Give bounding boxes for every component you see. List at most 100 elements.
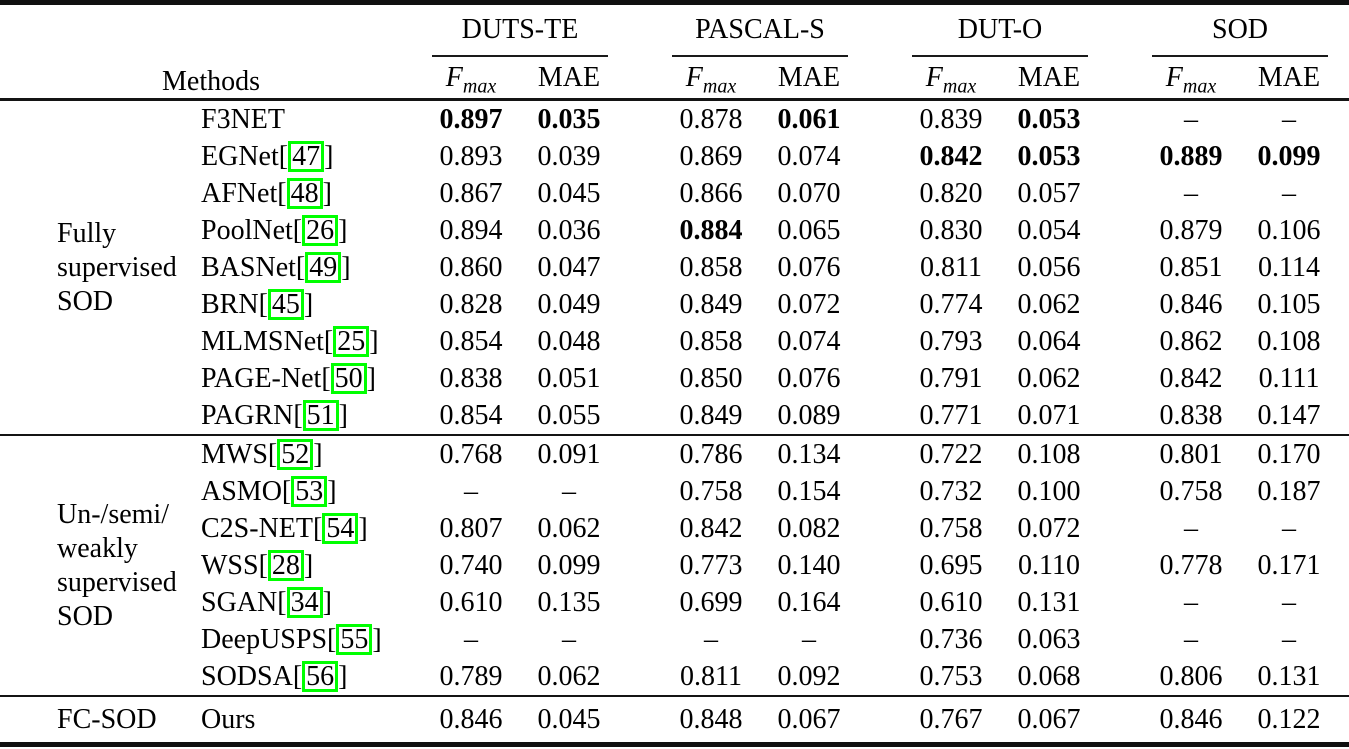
metric-value: 0.889: [1159, 140, 1223, 172]
column-spacer: [1098, 100, 1142, 139]
dataset-header-sod: SOD: [1142, 3, 1338, 57]
metric-value: 0.753: [919, 660, 983, 692]
column-spacer: [858, 473, 902, 510]
citation-link[interactable]: 26: [302, 214, 339, 246]
citation-link[interactable]: 47: [288, 140, 325, 172]
metric-value: 0.100: [1017, 475, 1081, 507]
dataset-label: DUT-O: [912, 10, 1089, 57]
metric-value: 0.147: [1257, 399, 1321, 431]
column-spacer: [618, 584, 662, 621]
method-name: MWS[52]: [201, 438, 323, 470]
metric-value: 0.106: [1257, 214, 1321, 246]
metric-value: –: [464, 623, 478, 655]
metric-value: 0.067: [777, 703, 841, 735]
metric-value: 0.099: [537, 549, 601, 581]
citation-link[interactable]: 51: [302, 399, 339, 431]
column-spacer: [1338, 249, 1349, 286]
citation-link[interactable]: 28: [267, 549, 304, 581]
mae-column-header: MAE: [777, 61, 841, 93]
column-spacer: [858, 658, 902, 696]
metric-value: 0.164: [777, 586, 841, 618]
column-spacer: [1338, 473, 1349, 510]
metric-value: 0.858: [679, 325, 743, 357]
metric-value: 0.758: [919, 512, 983, 544]
table-row: DeepUSPS[55] – – – – 0.736 0.063 – –: [0, 621, 1349, 658]
group-label: FC-SOD: [0, 696, 198, 745]
metric-value: 0.842: [679, 512, 743, 544]
metric-value: 0.811: [680, 660, 742, 692]
metric-value: 0.108: [1257, 325, 1321, 357]
citation-link[interactable]: 54: [322, 512, 359, 544]
column-spacer: [858, 286, 902, 323]
column-spacer: [858, 175, 902, 212]
metric-value: 0.070: [777, 177, 841, 209]
table-row: BRN[45] 0.828 0.049 0.849 0.072 0.774 0.062 0.8…: [0, 286, 1349, 323]
metric-value: 0.699: [679, 586, 743, 618]
metric-value: 0.171: [1257, 549, 1321, 581]
metric-value: 0.187: [1257, 475, 1321, 507]
table-row: PoolNet[26] 0.894 0.036 0.884 0.065 0.830 0.05…: [0, 212, 1349, 249]
metric-value: 0.131: [1257, 660, 1321, 692]
metric-value: 0.893: [439, 140, 503, 172]
metric-value: 0.076: [777, 362, 841, 394]
metric-value: –: [1282, 512, 1297, 544]
table-row: Fully supervised SOD F3NET 0.897 0.035 0.878 0.…: [0, 100, 1349, 317]
metric-value: 0.894: [439, 214, 503, 246]
metric-value: 0.062: [537, 660, 601, 692]
metric-value: 0.736: [919, 623, 983, 655]
column-spacer: [858, 249, 902, 286]
metric-value: 0.045: [537, 177, 601, 209]
metric-value: 0.140: [777, 549, 841, 581]
metric-value: –: [1282, 177, 1297, 209]
dataset-header-duts-te: DUTS-TE: [422, 3, 618, 57]
table-row: FC-SOD Ours 0.846 0.045 0.848 0.067 0.767 0.067…: [0, 696, 1349, 745]
table-row: ASMO[53] – – 0.758 0.154 0.732 0.100 0.758 0.187: [0, 473, 1349, 510]
citation-link[interactable]: 53: [291, 475, 328, 507]
column-spacer: [1338, 212, 1349, 249]
column-spacer: [1098, 286, 1142, 323]
metric-value: 0.064: [1017, 325, 1081, 357]
citation-link[interactable]: 45: [267, 288, 304, 320]
column-spacer: [618, 360, 662, 397]
methods-header: Methods: [162, 66, 260, 97]
column-spacer: [1338, 435, 1349, 473]
metric-value: 0.778: [1159, 549, 1223, 581]
citation-link[interactable]: 48: [286, 177, 323, 209]
citation-link[interactable]: 55: [336, 623, 373, 655]
column-spacer: [858, 360, 902, 397]
metric-value: 0.732: [919, 475, 983, 507]
group-label-line: weakly: [57, 532, 138, 564]
metric-value: 0.789: [439, 660, 503, 692]
metric-value: 0.110: [1018, 549, 1080, 581]
method-name: SGAN[34]: [201, 586, 332, 618]
citation-link[interactable]: 50: [330, 362, 367, 394]
metric-value: 0.053: [1017, 103, 1081, 135]
metric-value: 0.074: [777, 140, 841, 172]
column-spacer: [858, 435, 902, 473]
metric-value: 0.791: [919, 362, 983, 394]
citation-link[interactable]: 49: [305, 251, 342, 283]
group-label-line: Un-/semi/: [57, 498, 169, 530]
column-spacer: [1338, 584, 1349, 621]
citation-link[interactable]: 25: [333, 325, 370, 357]
metric-value: 0.811: [920, 251, 982, 283]
citation-link[interactable]: 34: [286, 586, 323, 618]
metric-value: 0.846: [1159, 703, 1223, 735]
metric-value: 0.839: [919, 103, 983, 135]
metric-value: –: [464, 475, 478, 507]
metric-value: 0.786: [679, 438, 743, 470]
metric-value: 0.047: [537, 251, 601, 283]
column-spacer: [858, 547, 902, 584]
citation-link[interactable]: 52: [277, 438, 314, 470]
column-spacer: [618, 3, 662, 100]
metric-value: 0.051: [537, 362, 601, 394]
metric-value: 0.820: [919, 177, 983, 209]
column-spacer: [1098, 658, 1142, 696]
method-name: PoolNet[26]: [201, 214, 348, 246]
group-label-line: SOD: [57, 285, 114, 317]
metric-value: 0.879: [1159, 214, 1223, 246]
citation-link[interactable]: 56: [302, 660, 339, 692]
table-row: Un-/semi/weakly supervised SOD MWS[52] 0.768…: [0, 435, 1349, 632]
method-name: BASNet[49]: [201, 251, 351, 283]
